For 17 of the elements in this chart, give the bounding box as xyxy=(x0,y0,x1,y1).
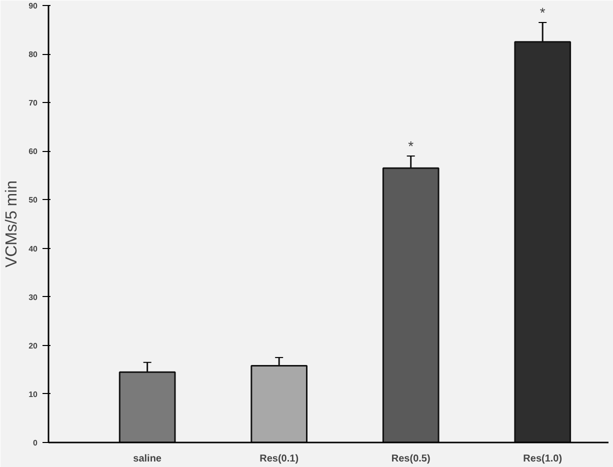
x-tick-label: Res(0.1) xyxy=(260,454,299,464)
y-tick-label: 80 xyxy=(28,50,38,60)
y-tick-label: 50 xyxy=(28,196,38,205)
y-tick-label: 10 xyxy=(28,390,38,399)
y-tick-label: 30 xyxy=(28,292,38,302)
y-tick-label: 0 xyxy=(33,438,38,448)
y-tick-label: 60 xyxy=(28,147,38,156)
y-tick-label: 70 xyxy=(28,98,38,108)
annotation: * xyxy=(540,4,546,20)
x-tick-label: Res(1.0) xyxy=(523,454,562,464)
x-tick-label: saline xyxy=(133,454,162,464)
y-axis-title: VCMs/5 min xyxy=(4,180,21,268)
x-tick-label: Res(0.5) xyxy=(391,454,430,464)
annotation: * xyxy=(408,138,414,154)
y-tick-label: 40 xyxy=(28,244,38,254)
y-tick-label: 20 xyxy=(28,341,38,350)
y-tick-label: 90 xyxy=(28,2,38,10)
